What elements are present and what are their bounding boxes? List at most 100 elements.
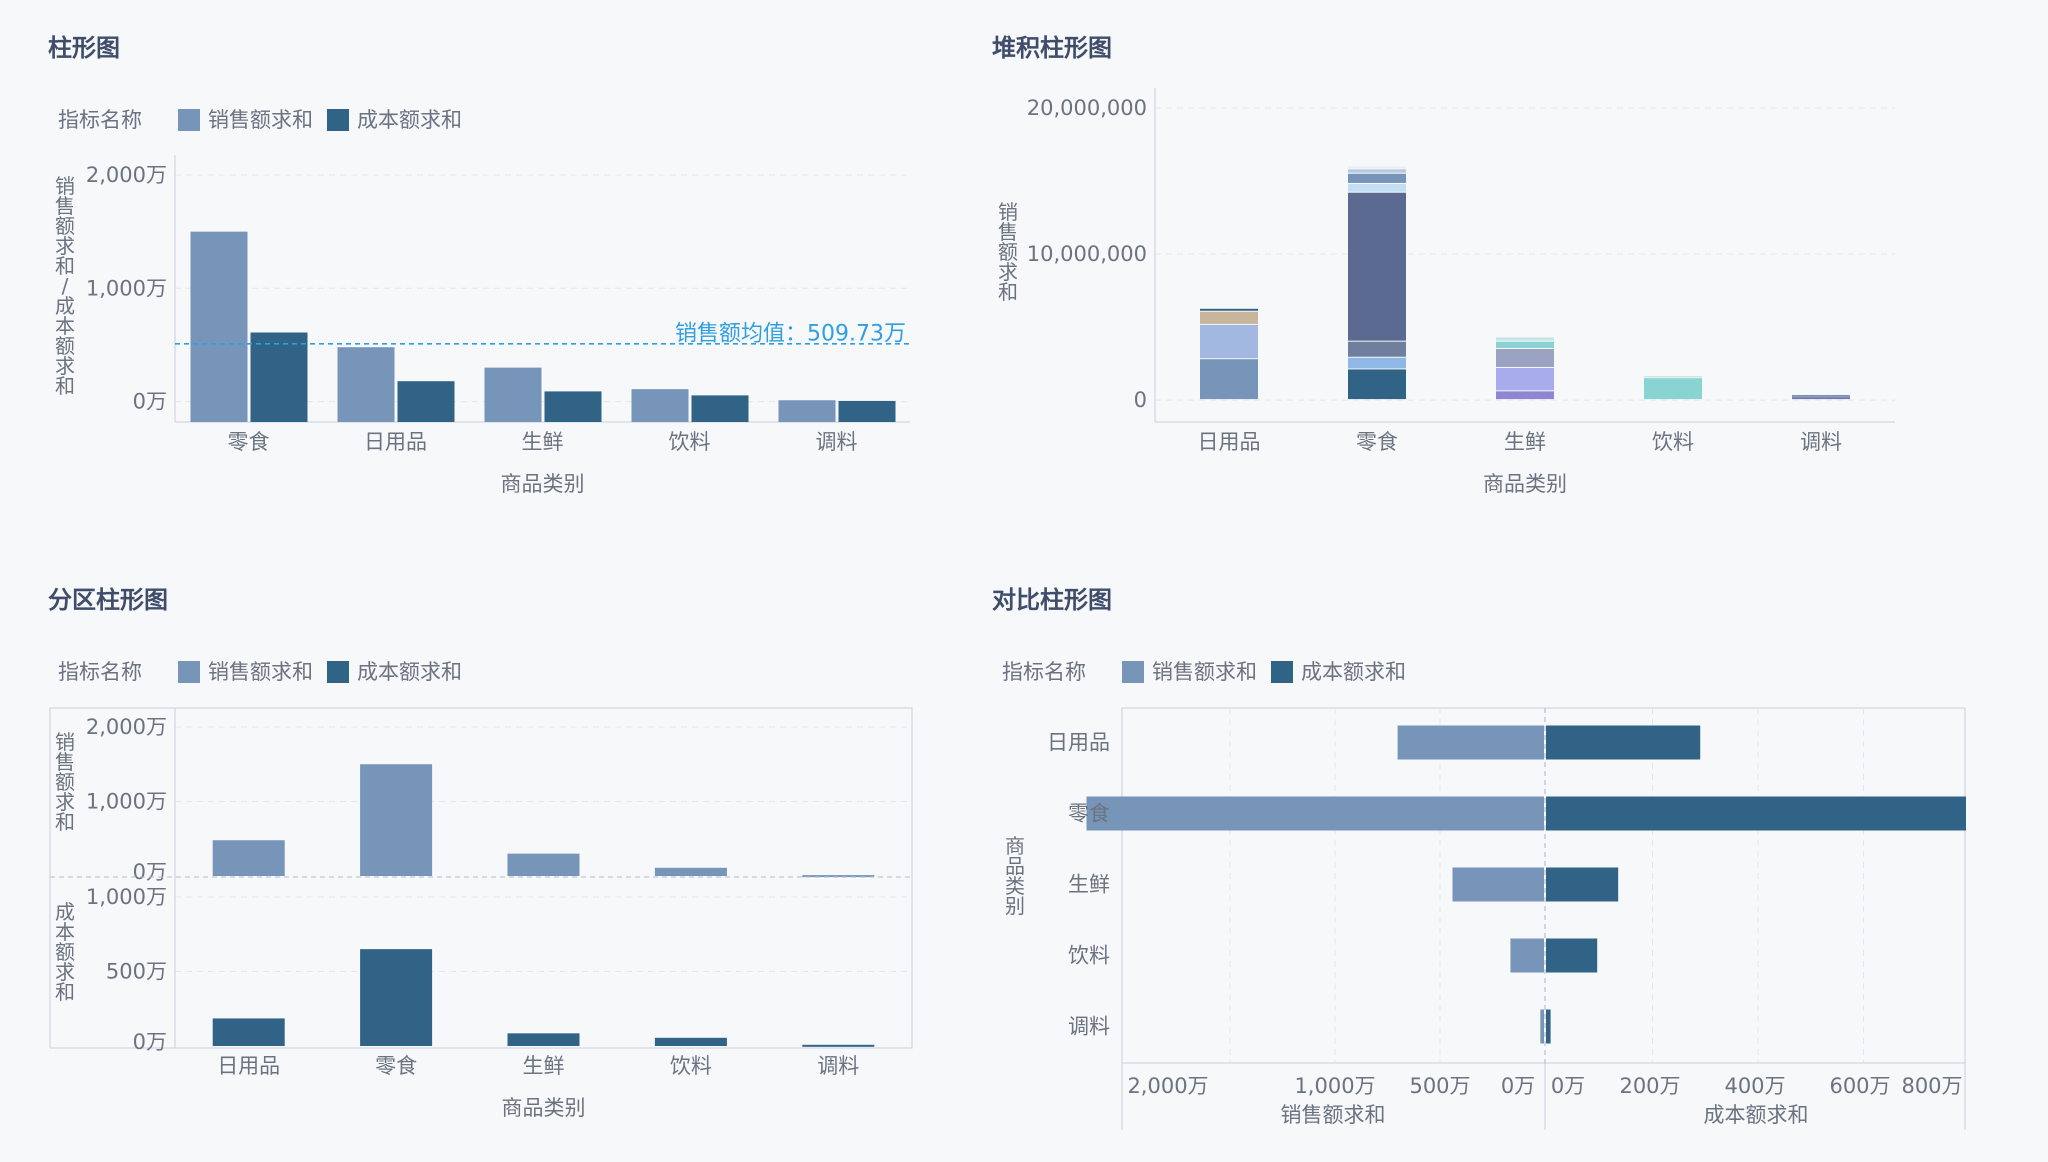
stacked-segment[interactable] xyxy=(1792,394,1850,397)
partition-cost-bar[interactable] xyxy=(507,1033,580,1046)
bar-sales-bar[interactable] xyxy=(631,389,689,422)
bar-y-label: 求 xyxy=(55,354,75,378)
bar-legend-title: 指标名称 xyxy=(58,108,142,132)
bar-y-label: 额 xyxy=(55,214,75,238)
partition-x-tick: 日用品 xyxy=(217,1054,280,1078)
partition-y-label: 求 xyxy=(55,960,75,984)
compare-sales-bar[interactable] xyxy=(1397,725,1544,760)
bar-cost-bar[interactable] xyxy=(691,395,749,422)
compare-left-tick: 500万 xyxy=(1409,1074,1470,1098)
bar-sales-bar[interactable] xyxy=(778,400,836,422)
compare-right-tick: 600万 xyxy=(1829,1074,1890,1098)
bar-x-tick: 零食 xyxy=(228,430,270,454)
stacked-segment[interactable] xyxy=(1348,341,1406,357)
bar-y-tick: 1,000万 xyxy=(86,276,167,300)
partition-cost-bar[interactable] xyxy=(802,1044,875,1047)
stacked-segment[interactable] xyxy=(1348,192,1406,341)
partition-cost-bar[interactable] xyxy=(654,1037,727,1046)
partition-x-label: 商品类别 xyxy=(502,1096,586,1120)
compare-cost-bar[interactable] xyxy=(1546,938,1598,973)
stacked-x-tick: 调料 xyxy=(1800,430,1842,454)
compare-sales-bar[interactable] xyxy=(1540,1009,1544,1044)
stacked-chart-title: 堆积柱形图 xyxy=(992,34,1112,62)
bar-y-label: 额 xyxy=(55,334,75,358)
partition-sales-bar[interactable] xyxy=(212,840,285,876)
compare-legend-swatch[interactable] xyxy=(1122,661,1144,683)
stacked-segment[interactable] xyxy=(1496,367,1554,391)
stacked-segment[interactable] xyxy=(1496,341,1554,348)
compare-cost-bar[interactable] xyxy=(1546,725,1701,760)
bar-legend-swatch[interactable] xyxy=(327,109,349,131)
bar-y-tick: 0万 xyxy=(133,390,167,414)
compare-legend-title: 指标名称 xyxy=(1002,660,1086,684)
stacked-segment[interactable] xyxy=(1348,357,1406,369)
compare-sales-bar[interactable] xyxy=(1086,796,1545,831)
stacked-segment[interactable] xyxy=(1496,337,1554,341)
stacked-segment[interactable] xyxy=(1496,348,1554,367)
compare-y-label: 商 xyxy=(1005,834,1025,858)
compare-left-tick: 1,000万 xyxy=(1294,1074,1375,1098)
stacked-x-tick: 零食 xyxy=(1356,430,1398,454)
stacked-segment[interactable] xyxy=(1348,183,1406,192)
stacked-segment[interactable] xyxy=(1644,375,1702,378)
partition-y-tick: 0万 xyxy=(133,860,167,884)
compare-sales-bar[interactable] xyxy=(1452,867,1545,902)
compare-sales-bar[interactable] xyxy=(1510,938,1544,973)
stacked-segment[interactable] xyxy=(1348,166,1406,169)
stacked-y-label: 和 xyxy=(998,280,1018,304)
partition-legend-label: 成本额求和 xyxy=(357,660,462,684)
stacked-y-tick: 20,000,000 xyxy=(1027,96,1147,120)
partition-y-tick: 2,000万 xyxy=(86,715,167,739)
partition-chart-title: 分区柱形图 xyxy=(48,586,168,614)
compare-cost-bar[interactable] xyxy=(1546,867,1619,902)
stacked-segment[interactable] xyxy=(1644,378,1702,400)
compare-legend-swatch[interactable] xyxy=(1271,661,1293,683)
bar-legend-label: 成本额求和 xyxy=(357,108,462,132)
compare-y-tick: 日用品 xyxy=(1047,731,1110,755)
compare-left-tick: 2,000万 xyxy=(1127,1074,1208,1098)
bar-cost-bar[interactable] xyxy=(250,332,308,422)
compare-right-tick: 0万 xyxy=(1551,1074,1585,1098)
compare-cost-bar[interactable] xyxy=(1546,1009,1551,1044)
compare-right-tick: 200万 xyxy=(1619,1074,1680,1098)
stacked-segment[interactable] xyxy=(1792,397,1850,400)
compare-left-tick: 0万 xyxy=(1501,1074,1535,1098)
partition-cost-bar[interactable] xyxy=(212,1018,285,1046)
bar-sales-bar[interactable] xyxy=(337,347,395,422)
partition-x-tick: 零食 xyxy=(375,1054,417,1078)
partition-y-label: 求 xyxy=(55,790,75,814)
bar-cost-bar[interactable] xyxy=(838,400,896,422)
bar-sales-bar[interactable] xyxy=(190,231,248,422)
partition-sales-bar[interactable] xyxy=(802,875,875,878)
stacked-segment[interactable] xyxy=(1348,369,1406,400)
bar-y-tick: 2,000万 xyxy=(86,163,167,187)
partition-legend-swatch[interactable] xyxy=(327,661,349,683)
bar-legend-swatch[interactable] xyxy=(178,109,200,131)
stacked-segment[interactable] xyxy=(1348,173,1406,183)
partition-legend-title: 指标名称 xyxy=(58,660,142,684)
bar-y-label: 本 xyxy=(55,314,75,338)
partition-cost-bar[interactable] xyxy=(360,949,433,1046)
partition-y-label: 成 xyxy=(55,900,75,924)
partition-legend-swatch[interactable] xyxy=(178,661,200,683)
bar-cost-bar[interactable] xyxy=(544,391,602,422)
partition-y-tick: 500万 xyxy=(106,960,167,984)
partition-x-tick: 生鲜 xyxy=(523,1054,565,1078)
bar-cost-bar[interactable] xyxy=(397,381,455,422)
stacked-segment[interactable] xyxy=(1200,359,1258,400)
compare-cost-bar[interactable] xyxy=(1546,796,1966,831)
partition-y-label: 和 xyxy=(55,980,75,1004)
stacked-segment[interactable] xyxy=(1200,311,1258,324)
bar-legend-label: 销售额求和 xyxy=(208,108,313,132)
partition-y-tick: 0万 xyxy=(133,1030,167,1054)
partition-sales-bar[interactable] xyxy=(654,867,727,876)
bar-sales-bar[interactable] xyxy=(484,367,542,422)
stacked-segment[interactable] xyxy=(1496,391,1554,400)
partition-sales-bar[interactable] xyxy=(360,764,433,876)
partition-sales-bar[interactable] xyxy=(507,853,580,876)
compare-left-x-label: 销售额求和 xyxy=(1281,1103,1386,1127)
stacked-segment[interactable] xyxy=(1348,169,1406,173)
stacked-segment[interactable] xyxy=(1200,324,1258,359)
stacked-segment[interactable] xyxy=(1200,308,1258,311)
compare-chart-title: 对比柱形图 xyxy=(992,586,1112,614)
